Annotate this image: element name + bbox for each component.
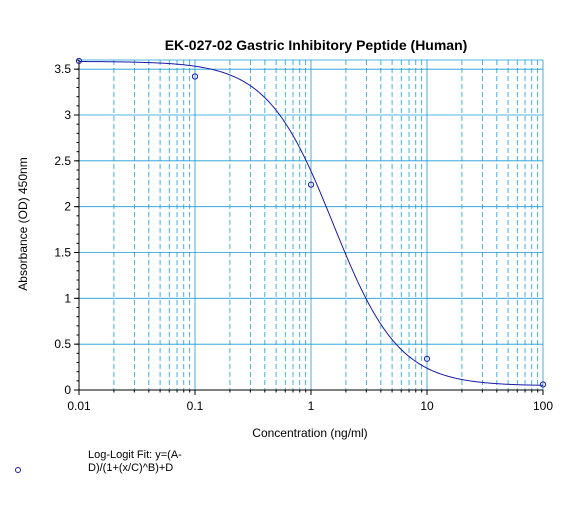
data-point: [539, 381, 547, 388]
tick-labels: 0 0.5 1 1.5 2 2.5 3 3.5 0.01 0.1 1 10 100: [54, 62, 553, 413]
x-tick-label: 1: [308, 399, 315, 413]
fit-curve: [78, 61, 544, 386]
x-tick-label: 100: [533, 399, 553, 413]
y-tick-label: 2: [64, 200, 71, 214]
y-tick-label: 1.5: [54, 246, 71, 260]
y-tick-label: 3: [64, 108, 71, 122]
chart-title: EK-027-02 Gastric Inhibitory Peptide (Hu…: [165, 37, 468, 53]
grid-lines: [79, 59, 544, 390]
data-point: [307, 181, 315, 188]
x-tick-label: 0.01: [67, 399, 91, 413]
y-axis-label: Absorbance (OD) 450nm: [16, 157, 30, 290]
data-point: [423, 355, 431, 362]
axes: [74, 59, 544, 395]
x-axis-label: Concentration (ng/ml): [252, 426, 367, 440]
x-tick-label: 0.1: [187, 399, 204, 413]
y-tick-label: 1: [64, 291, 71, 305]
y-tick-label: 0: [64, 383, 71, 397]
y-tick-label: 0.5: [54, 337, 71, 351]
y-tick-label: 2.5: [54, 154, 71, 168]
data-points: [75, 57, 547, 388]
data-point: [75, 57, 83, 65]
legend-marker-icon: [15, 467, 21, 473]
data-point: [191, 73, 199, 80]
x-tick-label: 10: [420, 399, 434, 413]
y-tick-label: 3.5: [54, 62, 71, 76]
legend-fit-text: Log-Logit Fit: y=(A-D)/(1+(x/C)^B)+D: [88, 449, 182, 474]
